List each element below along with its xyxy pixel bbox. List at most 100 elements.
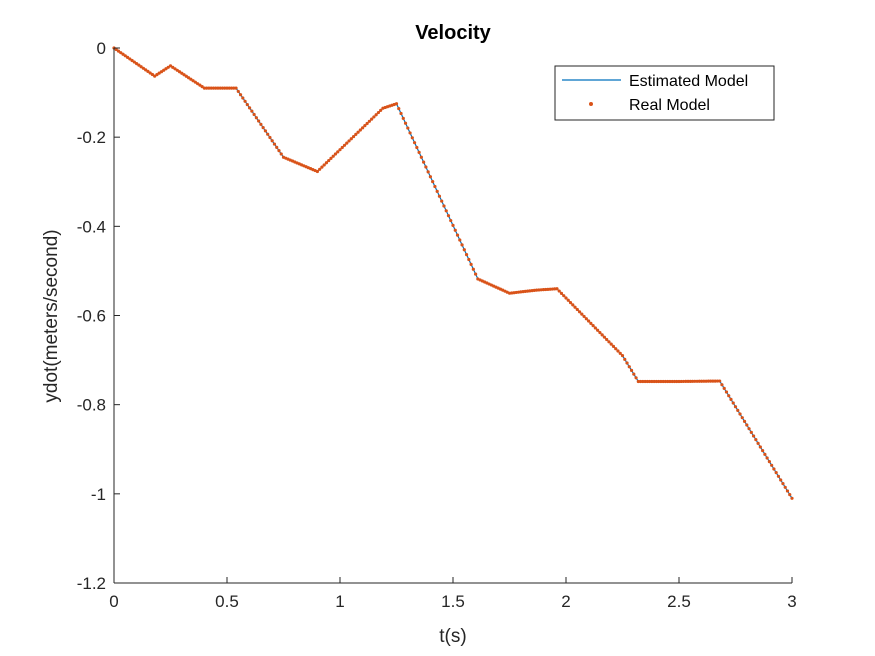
real-model-point xyxy=(340,145,344,150)
real-model-point xyxy=(704,379,708,383)
real-model-point xyxy=(370,117,374,121)
real-model-point xyxy=(751,434,756,438)
real-model-point xyxy=(788,493,792,497)
real-model-point xyxy=(677,379,681,384)
real-model-point xyxy=(354,132,358,136)
real-model-point xyxy=(148,71,152,75)
real-model-point xyxy=(580,312,584,316)
real-model-point xyxy=(410,136,414,140)
real-model-point xyxy=(315,169,319,174)
real-model-point xyxy=(670,379,674,384)
real-model-point xyxy=(238,93,243,97)
real-model-point xyxy=(365,121,369,126)
real-model-point xyxy=(159,70,164,74)
real-model-point xyxy=(575,307,579,312)
real-model-point xyxy=(435,189,439,193)
chart-title: Velocity xyxy=(415,22,491,44)
real-model-point xyxy=(261,126,265,130)
real-model-point xyxy=(684,379,688,384)
real-model-point xyxy=(128,57,132,61)
real-model-point xyxy=(693,379,697,383)
real-model-point xyxy=(426,170,430,174)
real-model-point xyxy=(243,99,247,103)
real-model-point xyxy=(173,67,177,71)
real-model-point xyxy=(600,333,604,337)
real-model-point xyxy=(467,257,471,262)
real-model-point xyxy=(270,139,274,143)
real-model-point xyxy=(779,478,783,482)
real-model-point xyxy=(663,379,668,384)
real-model-point xyxy=(275,145,279,149)
real-model-point xyxy=(349,137,353,141)
real-model-point xyxy=(591,324,595,328)
legend-real-model-swatch xyxy=(589,102,593,106)
y-tick-label: -1.2 xyxy=(77,574,106,593)
real-model-point xyxy=(433,184,437,189)
x-tick-label: 0 xyxy=(109,592,118,611)
x-axis-label: t(s) xyxy=(439,626,466,647)
real-model-point xyxy=(614,347,618,351)
y-tick-label: 0 xyxy=(97,39,106,58)
real-model-point xyxy=(241,96,245,100)
real-model-point xyxy=(770,463,774,467)
real-model-point xyxy=(650,379,654,384)
real-model-point xyxy=(417,150,421,154)
real-model-point xyxy=(706,379,710,383)
real-model-point xyxy=(139,65,143,69)
real-model-point xyxy=(202,86,206,90)
real-model-point xyxy=(453,228,457,232)
real-model-point xyxy=(207,86,211,90)
real-model-point xyxy=(356,130,360,134)
real-model-point xyxy=(428,175,432,179)
real-model-point xyxy=(141,66,145,70)
real-model-point xyxy=(702,379,706,383)
real-model-point xyxy=(686,379,690,383)
real-model-point xyxy=(121,52,125,56)
real-model-point xyxy=(351,134,356,139)
real-model-point xyxy=(758,445,762,449)
real-model-point xyxy=(184,74,188,78)
real-model-point xyxy=(718,379,722,383)
real-model-point xyxy=(218,86,222,90)
plot-area xyxy=(114,48,792,583)
real-model-point xyxy=(399,111,403,116)
real-model-point xyxy=(636,379,640,384)
y-tick-label: -0.6 xyxy=(77,307,106,326)
real-model-point xyxy=(659,379,663,384)
real-model-point xyxy=(607,340,611,344)
series-layer xyxy=(112,46,794,500)
real-model-point xyxy=(367,119,371,123)
real-model-point xyxy=(263,129,268,133)
real-model-point xyxy=(731,401,735,405)
real-model-point xyxy=(338,148,342,152)
x-tick-label: 0.5 xyxy=(215,592,239,611)
real-model-point xyxy=(437,194,442,198)
real-model-point xyxy=(727,394,731,398)
real-model-point xyxy=(175,68,179,72)
legend-real-model-label: Real Model xyxy=(629,97,710,114)
real-model-point xyxy=(250,109,254,113)
real-model-point xyxy=(227,86,231,90)
real-model-point xyxy=(324,161,329,165)
real-model-point xyxy=(214,86,218,90)
real-model-point xyxy=(137,63,141,67)
x-ticks: 0 0.5 1 1.5 2 2.5 3 xyxy=(109,577,797,611)
real-model-point xyxy=(236,89,240,94)
real-model-point xyxy=(451,223,455,227)
real-model-point xyxy=(713,379,717,383)
real-model-point xyxy=(469,262,473,266)
real-model-point xyxy=(471,267,475,271)
real-model-point xyxy=(736,408,740,412)
real-model-point xyxy=(180,71,184,75)
real-model-point xyxy=(162,68,166,72)
real-model-point xyxy=(722,386,726,390)
real-model-point xyxy=(783,485,787,489)
real-model-point xyxy=(394,102,399,106)
y-ticks: 0 -0.2 -0.4 -0.6 -0.8 -1 -1.2 xyxy=(77,39,120,593)
real-model-point xyxy=(272,142,277,146)
real-model-point xyxy=(397,107,401,111)
real-model-point xyxy=(189,77,193,81)
real-model-point xyxy=(363,124,367,128)
real-model-point xyxy=(781,482,785,486)
real-model-point xyxy=(114,47,118,52)
